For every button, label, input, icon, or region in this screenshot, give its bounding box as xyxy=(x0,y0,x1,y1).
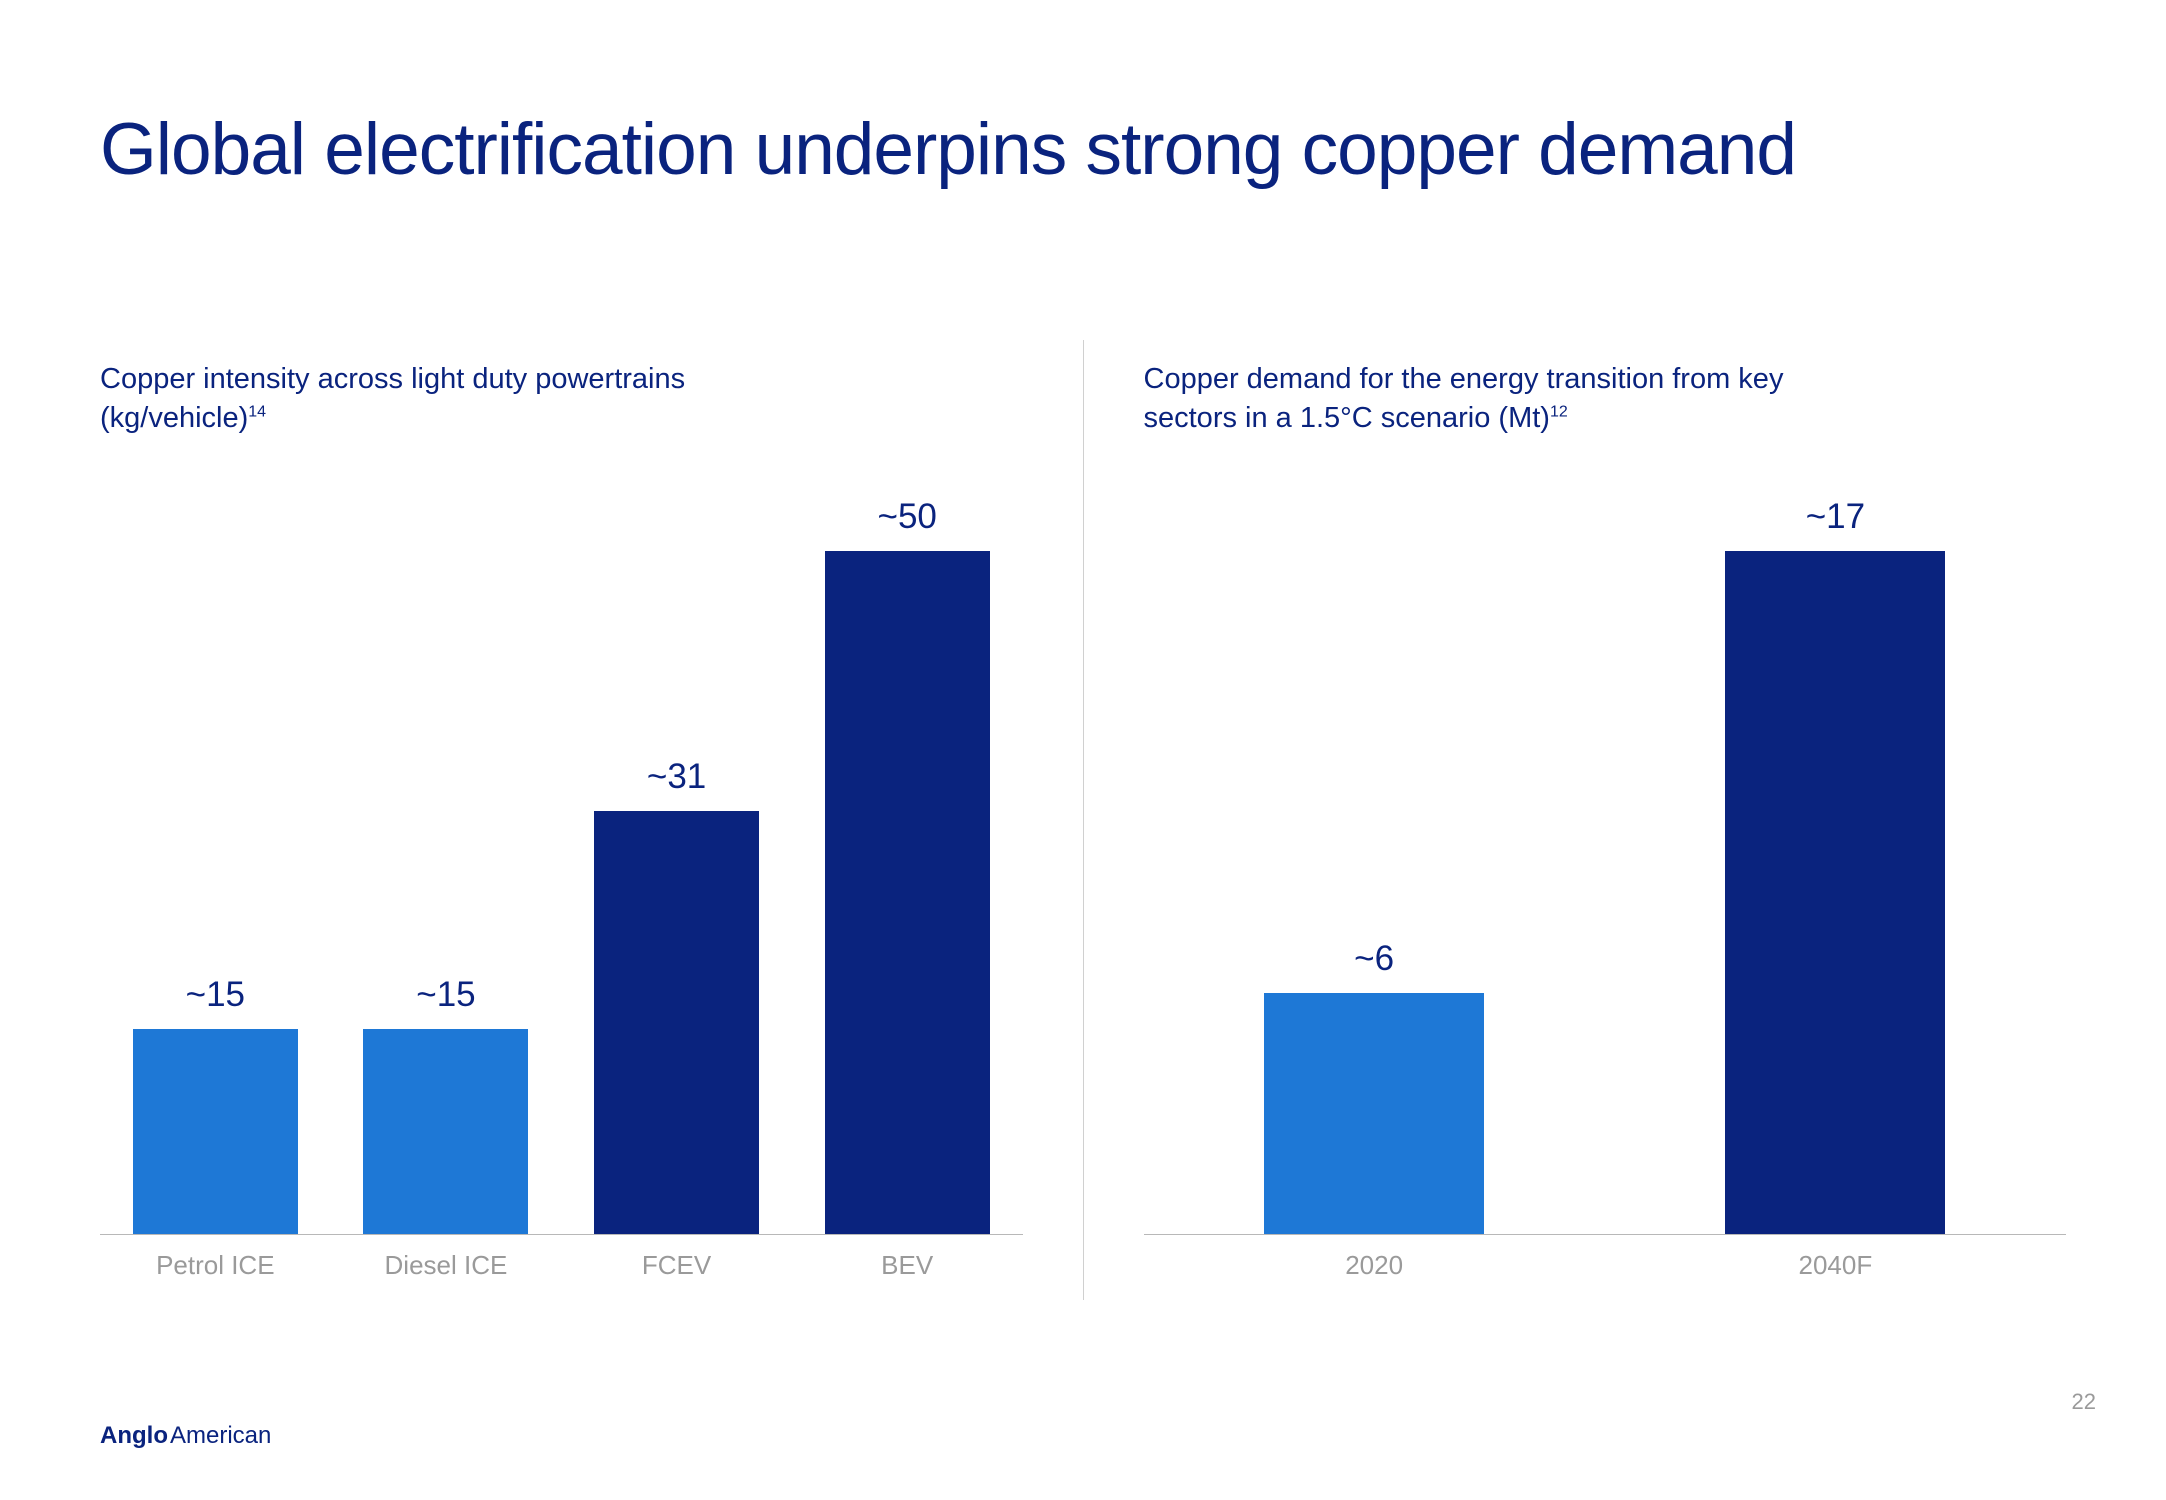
bar-value-label: ~15 xyxy=(186,975,245,1015)
bar xyxy=(594,811,759,1234)
bar-wrap: ~50 xyxy=(792,497,1023,1234)
bar xyxy=(825,551,990,1234)
bar xyxy=(133,1029,298,1234)
x-axis-label: 2040F xyxy=(1605,1242,2066,1290)
x-axis-label: 2020 xyxy=(1144,1242,1605,1290)
page-number: 22 xyxy=(2072,1389,2096,1415)
x-axis-label: Petrol ICE xyxy=(100,1242,331,1290)
brand-word-a: Anglo xyxy=(100,1422,168,1450)
left-xlabels: Petrol ICEDiesel ICEFCEVBEV xyxy=(100,1242,1023,1290)
right-subtitle-line2: sectors in a 1.5°C scenario (Mt) xyxy=(1144,402,1550,434)
brand-word-b: American xyxy=(170,1422,271,1450)
charts-row: Copper intensity across light duty power… xyxy=(100,360,2066,1290)
x-axis-label: FCEV xyxy=(561,1242,792,1290)
footer-brand: Anglo American xyxy=(100,1422,271,1450)
bar xyxy=(363,1029,528,1234)
right-subtitle-line1: Copper demand for the energy transition … xyxy=(1144,363,1784,395)
right-xlabels: 20202040F xyxy=(1144,1242,2067,1290)
bar-wrap: ~17 xyxy=(1605,497,2066,1234)
left-bars-container: ~15 ~15 ~31 ~50 xyxy=(100,459,1023,1235)
right-baseline xyxy=(1144,1234,2067,1235)
slide-title: Global electrification underpins strong … xyxy=(100,110,2066,190)
left-subtitle-line1: Copper intensity across light duty power… xyxy=(100,363,685,395)
bar-value-label: ~15 xyxy=(416,975,475,1015)
bar-wrap: ~15 xyxy=(331,975,562,1234)
bar-value-label: ~17 xyxy=(1806,497,1865,537)
right-chart-subtitle: Copper demand for the energy transition … xyxy=(1144,360,2067,438)
bar xyxy=(1725,551,1945,1234)
left-plot-area: ~15 ~15 ~31 ~50 Petrol ICEDiesel ICEFCEVBEV xyxy=(100,459,1023,1291)
right-chart-panel: Copper demand for the energy transition … xyxy=(1084,360,2067,1290)
left-subtitle-sup: 14 xyxy=(248,404,266,421)
bar-wrap: ~6 xyxy=(1144,939,1605,1234)
x-axis-label: Diesel ICE xyxy=(331,1242,562,1290)
bar-wrap: ~15 xyxy=(100,975,331,1234)
slide: Global electrification underpins strong … xyxy=(0,0,2166,1500)
x-axis-label: BEV xyxy=(792,1242,1023,1290)
bar-value-label: ~31 xyxy=(647,757,706,797)
bar-wrap: ~31 xyxy=(561,757,792,1234)
left-baseline xyxy=(100,1234,1023,1235)
right-bars-container: ~6 ~17 xyxy=(1144,459,2067,1235)
left-subtitle-line2: (kg/vehicle) xyxy=(100,402,248,434)
bar xyxy=(1264,993,1484,1234)
bar-value-label: ~6 xyxy=(1354,939,1394,979)
right-subtitle-sup: 12 xyxy=(1550,404,1568,421)
bar-value-label: ~50 xyxy=(878,497,937,537)
right-plot-area: ~6 ~17 20202040F xyxy=(1144,459,2067,1291)
left-chart-panel: Copper intensity across light duty power… xyxy=(100,360,1083,1290)
left-chart-subtitle: Copper intensity across light duty power… xyxy=(100,360,1023,438)
